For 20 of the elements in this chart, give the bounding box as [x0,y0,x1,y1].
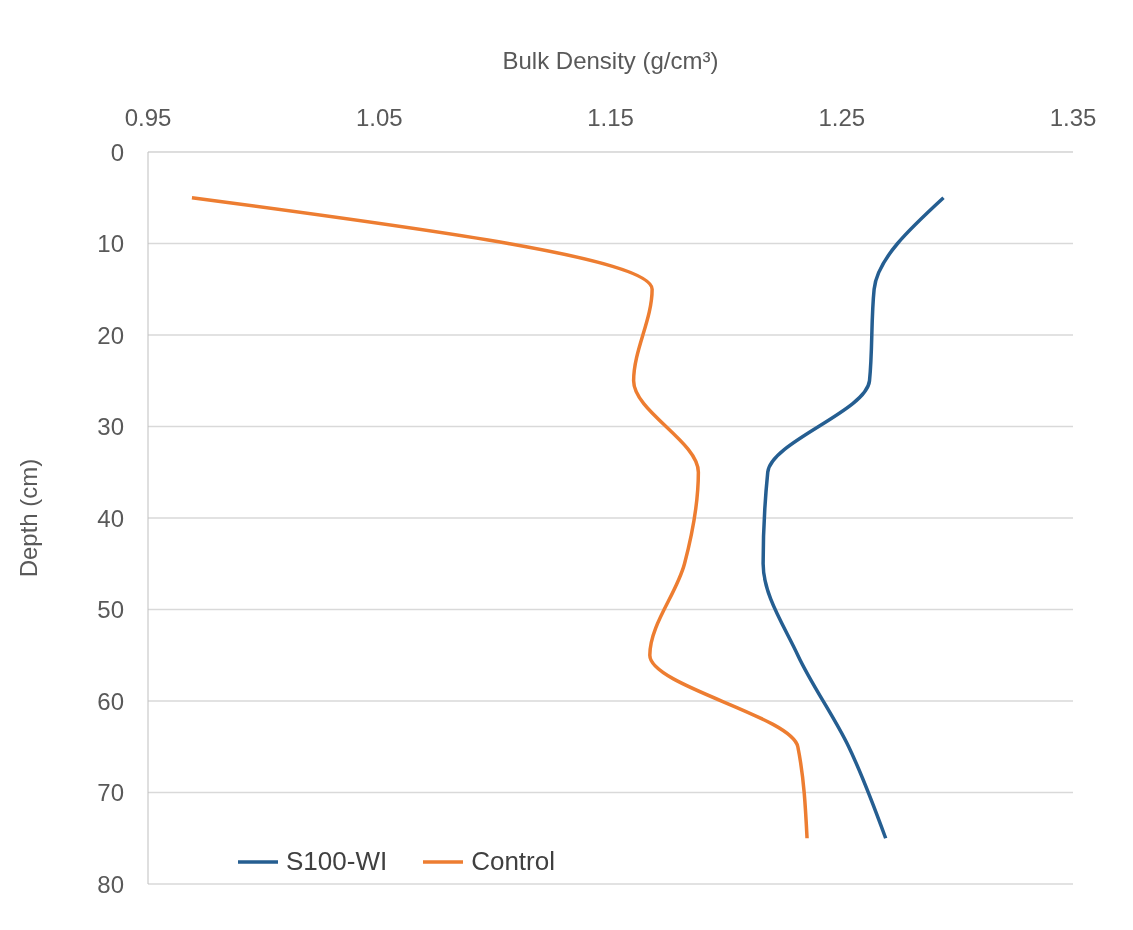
y-tick-label: 20 [97,321,124,349]
y-tick-label: 60 [97,687,124,715]
y-tick-label: 40 [97,504,124,532]
x-tick-label: 1.25 [818,104,866,131]
y-tick-label: 80 [97,870,124,898]
y-tick-label: 30 [97,413,124,441]
legend-label: S100-WI [286,846,388,877]
y-tick-label: 70 [97,779,124,807]
y-tick-label: 50 [97,596,124,624]
x-axis-title: Bulk Density (g/cm³) [502,47,719,75]
line-series [761,196,946,840]
legend-label: Control [471,846,555,877]
x-tick-label: 1.05 [355,104,403,131]
y-axis-title: Depth (cm) [14,458,42,578]
y-tick-label: 10 [97,230,124,258]
y-tick-label: 0 [110,138,124,166]
line-series [190,196,809,840]
x-tick-label: 1.15 [587,104,634,131]
x-tick-label: 0.95 [124,104,172,131]
x-tick-label: 1.35 [1049,104,1097,131]
